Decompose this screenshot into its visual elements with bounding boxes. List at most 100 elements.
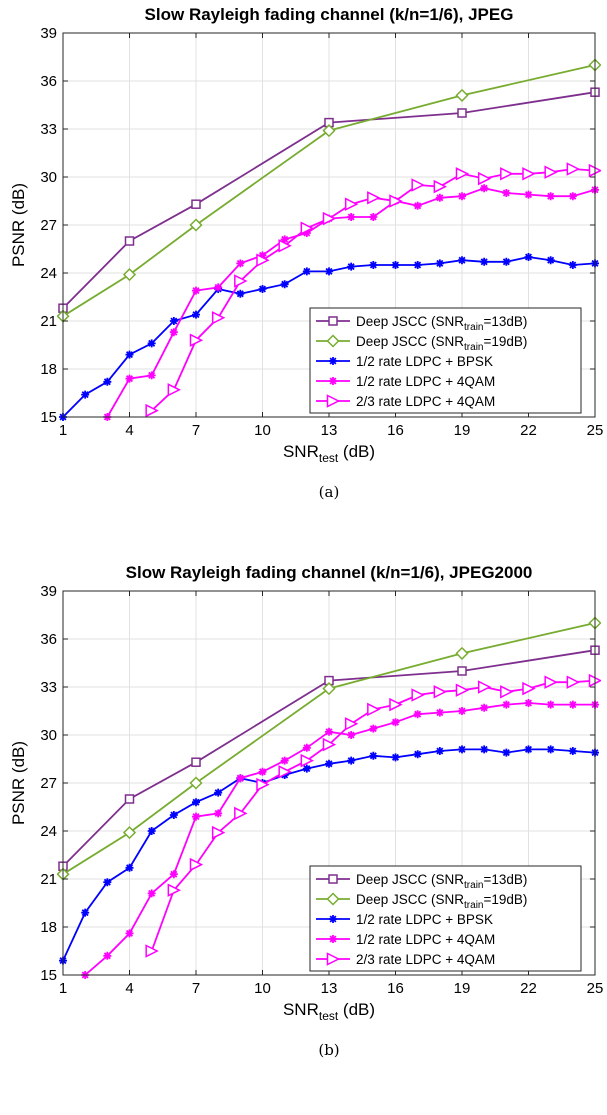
legend-label-main: 1/2 rate LDPC + BPSK	[356, 912, 493, 927]
data-point-s3	[103, 952, 111, 960]
x-tick-label: 7	[192, 980, 200, 997]
data-point-s2	[303, 267, 311, 275]
data-point-s2	[392, 753, 400, 761]
chart-title: Slow Rayleigh fading channel (k/n=1/6), …	[126, 563, 533, 582]
data-point-s0	[458, 109, 466, 117]
y-tick-label: 27	[40, 217, 57, 234]
y-tick-label: 21	[40, 871, 57, 888]
data-point-s2	[480, 258, 488, 266]
y-tick-label: 30	[40, 727, 57, 744]
legend-label-post: =19dB)	[483, 892, 527, 907]
data-point-s2	[414, 261, 422, 269]
y-tick-label: 33	[40, 121, 57, 138]
figure-caption: (a)	[319, 483, 340, 501]
x-tick-label: 1	[59, 422, 67, 439]
x-tick-label: 4	[125, 422, 133, 439]
data-point-s3	[126, 375, 134, 383]
data-point-s3	[347, 213, 355, 221]
legend-label-main: 1/2 rate LDPC + 4QAM	[356, 932, 495, 947]
data-point-s2	[569, 747, 577, 755]
legend-label: 2/3 rate LDPC + 4QAM	[356, 952, 495, 967]
x-tick-label: 22	[520, 422, 537, 439]
data-point-s2	[192, 798, 200, 806]
data-point-s2	[126, 351, 134, 359]
data-point-s2	[414, 750, 422, 758]
y-tick-label: 24	[40, 265, 57, 282]
x-tick-label: 25	[587, 422, 604, 439]
data-point-s3	[547, 701, 555, 709]
chart-b: 1 4 7 10 13 16 19 22 25 15 18 21 24 27 30 33 36 39 Slow Ra…	[0, 558, 607, 1103]
data-point-s3	[569, 701, 577, 709]
data-point-s3	[170, 870, 178, 878]
legend-label-main: Deep JSCC (SNR	[356, 314, 464, 329]
data-point-s3	[458, 192, 466, 200]
data-point-s3	[502, 701, 510, 709]
data-point-s2	[547, 256, 555, 264]
data-point-s3	[414, 710, 422, 718]
data-point-s3	[392, 718, 400, 726]
y-axis-label: PSNR (dB)	[9, 741, 28, 825]
data-point-s2	[436, 747, 444, 755]
data-point-s2	[458, 256, 466, 264]
data-point-s3	[303, 744, 311, 752]
x-tick-label: 19	[454, 422, 471, 439]
y-tick-label: 15	[40, 409, 57, 426]
data-point-s2	[347, 757, 355, 765]
data-point-s3	[214, 283, 222, 291]
data-point-s2	[458, 745, 466, 753]
x-tick-label: 22	[520, 980, 537, 997]
x-tick-label: 10	[254, 422, 271, 439]
y-tick-label: 15	[40, 967, 57, 984]
legend-label-main: Deep JSCC (SNR	[356, 334, 464, 349]
legend-label: 1/2 rate LDPC + 4QAM	[356, 374, 495, 389]
data-point-s3	[502, 189, 510, 197]
y-tick-label: 27	[40, 775, 57, 792]
y-axis-label: PSNR (dB)	[9, 183, 28, 267]
y-tick-label: 21	[40, 313, 57, 330]
legend-label: 2/3 rate LDPC + 4QAM	[356, 394, 495, 409]
y-tick-label: 18	[40, 361, 57, 378]
data-point-s3	[525, 699, 533, 707]
data-point-s2	[148, 339, 156, 347]
data-point-s2	[369, 261, 377, 269]
data-point-s3	[325, 728, 333, 736]
data-point-s3	[214, 809, 222, 817]
chart-panel-a: 1 4 7 10 13 16 19 22 25 15 18 21 24 27 30 33 36 39 Slow Ra…	[0, 0, 607, 545]
chart-title: Slow Rayleigh fading channel (k/n=1/6), …	[145, 5, 514, 24]
x-tick-label: 10	[254, 980, 271, 997]
data-point-s3	[126, 929, 134, 937]
data-point-s2	[392, 261, 400, 269]
legend-label: 1/2 rate LDPC + 4QAM	[356, 932, 495, 947]
x-axis-label-main: SNR	[283, 442, 319, 461]
data-point-s2	[502, 258, 510, 266]
data-point-s2	[236, 290, 244, 298]
data-point-s3	[414, 202, 422, 210]
x-tick-label: 19	[454, 980, 471, 997]
data-point-s3	[170, 328, 178, 336]
data-point-s3	[281, 757, 289, 765]
data-point-s2	[325, 267, 333, 275]
legend-swatch-marker	[329, 377, 337, 385]
data-point-s2	[547, 745, 555, 753]
data-point-s0	[192, 758, 200, 766]
legend-label-main: 1/2 rate LDPC + 4QAM	[356, 374, 495, 389]
data-point-s3	[436, 194, 444, 202]
data-point-s0	[458, 667, 466, 675]
data-point-s2	[369, 752, 377, 760]
legend-swatch-marker	[329, 357, 337, 365]
data-point-s3	[347, 731, 355, 739]
legend-label-sub: train	[464, 322, 483, 333]
data-point-s2	[303, 765, 311, 773]
data-point-s2	[148, 827, 156, 835]
data-point-s3	[436, 709, 444, 717]
x-axis-label-suffix: (dB)	[338, 442, 375, 461]
x-axis-label-sub: test	[319, 451, 339, 465]
x-axis-label-sub: test	[319, 1009, 339, 1023]
x-tick-label: 4	[125, 980, 133, 997]
data-point-s3	[569, 192, 577, 200]
data-point-s2	[569, 261, 577, 269]
data-point-s2	[325, 760, 333, 768]
data-point-s2	[170, 317, 178, 325]
data-point-s2	[81, 909, 89, 917]
x-axis-label-suffix: (dB)	[338, 1000, 375, 1019]
